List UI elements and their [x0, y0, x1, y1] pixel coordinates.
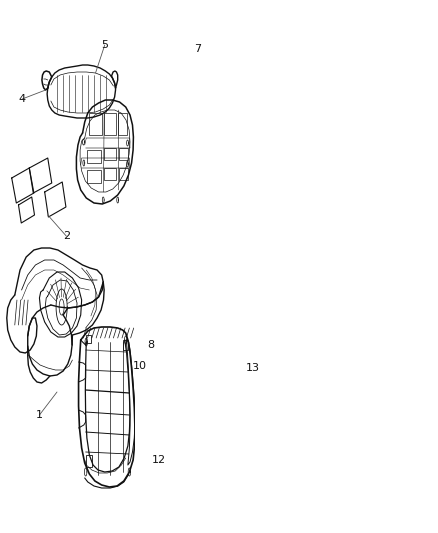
Text: 1: 1 — [36, 410, 43, 420]
Bar — [87, 150, 101, 163]
Text: 2: 2 — [63, 231, 70, 241]
Text: 12: 12 — [152, 455, 166, 465]
Bar — [86, 335, 91, 343]
Bar — [118, 113, 127, 135]
Bar — [87, 170, 101, 183]
Bar — [103, 113, 116, 135]
Bar — [89, 113, 102, 135]
Bar — [104, 148, 117, 160]
Text: 5: 5 — [101, 40, 108, 50]
Text: 4: 4 — [19, 94, 26, 104]
Bar — [119, 168, 128, 180]
Bar — [104, 168, 117, 180]
Text: 8: 8 — [147, 340, 154, 350]
Bar — [123, 340, 128, 350]
Bar — [119, 148, 128, 160]
Bar — [86, 455, 92, 467]
Text: 13: 13 — [246, 363, 260, 373]
Text: 7: 7 — [194, 44, 201, 54]
Text: 10: 10 — [133, 361, 147, 371]
